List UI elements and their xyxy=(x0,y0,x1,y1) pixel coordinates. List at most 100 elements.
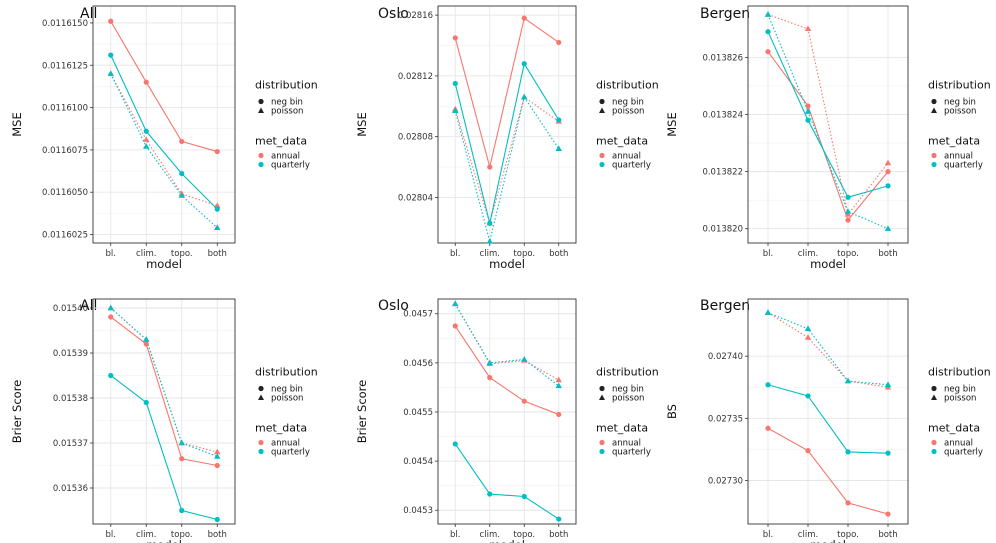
legend-label-quarterly: quarterly xyxy=(271,161,310,171)
chart-panel-3: Bergen 0.013820 0.013822 0.013824 0.013826 bl… xyxy=(665,5,991,271)
data-point-triangle xyxy=(107,70,114,76)
series-line-neg-bin-quarterly xyxy=(454,443,560,520)
y-tick-label: 0.0116025 xyxy=(42,231,88,241)
data-point-triangle xyxy=(844,208,852,214)
data-point-triangle xyxy=(884,159,892,166)
legend-label-neg-bin: neg bin xyxy=(612,385,644,395)
legend-key-quarterly xyxy=(599,161,605,168)
series-line-poisson-annual xyxy=(454,303,560,381)
legend-title-distribution: distribution xyxy=(928,79,991,92)
data-point-circle xyxy=(487,491,493,497)
y-tick-label: 0.02812 xyxy=(398,72,433,82)
data-point-circle xyxy=(179,507,185,514)
x-tick-label: topo. xyxy=(837,249,859,259)
legend-key-triangle xyxy=(599,394,605,400)
data-point-triangle xyxy=(555,145,562,152)
legend-title-met-data: met_data xyxy=(596,135,648,148)
legend-key-quarterly xyxy=(599,448,605,455)
x-tick-label: bl. xyxy=(450,530,460,540)
data-point-circle xyxy=(521,61,527,67)
data-point-circle xyxy=(521,493,527,500)
data-point-circle xyxy=(214,516,220,523)
data-point-circle xyxy=(143,128,149,134)
data-point-triangle xyxy=(452,107,459,114)
panel-title: Bergen xyxy=(700,6,750,22)
legend-label-neg-bin: neg bin xyxy=(271,98,303,108)
panel-title: Oslo xyxy=(378,298,409,314)
legend-key-triangle xyxy=(931,394,937,400)
data-point-triangle xyxy=(804,334,812,340)
panel-title: Bergen xyxy=(700,298,750,314)
series-line-neg-bin-annual xyxy=(454,17,560,168)
data-point-circle xyxy=(143,399,149,406)
x-tick-label: topo. xyxy=(513,530,535,540)
series-line-neg-bin-quarterly xyxy=(767,31,889,198)
legend-label-poisson: poisson xyxy=(271,394,303,404)
series-line-poisson-quarterly xyxy=(454,303,560,387)
legend-label-poisson: poisson xyxy=(612,107,644,117)
x-axis-label: model xyxy=(146,538,182,543)
data-point-triangle xyxy=(214,453,221,459)
x-tick-label: both xyxy=(878,530,897,540)
data-point-triangle xyxy=(214,202,221,208)
data-point-circle xyxy=(214,148,220,155)
y-tick-label: 0.0116125 xyxy=(42,61,88,71)
y-tick-label: 0.0455 xyxy=(403,408,433,418)
data-point-circle xyxy=(143,341,149,347)
x-tick-label: both xyxy=(208,249,227,259)
y-axis-label: BS xyxy=(665,404,679,419)
y-tick-label: 0.013822 xyxy=(702,168,743,178)
data-point-circle xyxy=(179,456,185,462)
data-point-triangle xyxy=(764,309,772,315)
x-axis-label: model xyxy=(810,257,846,271)
data-point-circle xyxy=(214,206,220,212)
y-tick-label: 0.02735 xyxy=(708,414,743,424)
data-point-circle xyxy=(452,441,458,447)
y-tick-label: 0.0453 xyxy=(403,506,433,516)
y-axis-label: Brier Score xyxy=(355,380,369,443)
legend-title-met-data: met_data xyxy=(255,135,307,148)
series-line-neg-bin-annual xyxy=(767,427,889,515)
y-tick-label: 0.02740 xyxy=(708,352,743,362)
legend-label-annual: annual xyxy=(612,439,641,449)
chart-panel-1: All0.01160250.01160500.01160750.01161000… xyxy=(10,5,318,271)
y-tick-label: 0.01536 xyxy=(53,484,88,494)
legend-label-poisson: poisson xyxy=(271,107,303,117)
data-point-circle xyxy=(556,39,562,46)
data-point-circle xyxy=(108,372,114,379)
series-line-neg-bin-annual xyxy=(110,316,218,467)
y-axis-label: MSE xyxy=(10,112,24,137)
legend-title-distribution: distribution xyxy=(596,79,659,92)
legend-key-circle xyxy=(258,385,264,392)
y-tick-label: 0.0116100 xyxy=(42,104,88,114)
data-point-circle xyxy=(845,217,851,223)
data-point-triangle xyxy=(143,136,150,142)
data-point-triangle xyxy=(452,300,459,307)
chart-panel-2: Oslo 0.02804 0.02808 0.02812 0.02816 bl. clim.… xyxy=(355,5,659,271)
legend-label-quarterly: quarterly xyxy=(271,448,310,458)
y-axis-label: MSE xyxy=(665,112,679,137)
x-tick-label: both xyxy=(208,530,227,540)
legend-key-annual xyxy=(599,152,605,159)
data-point-triangle xyxy=(486,359,493,366)
legend-label-annual: annual xyxy=(944,439,973,449)
legend-label-quarterly: quarterly xyxy=(612,161,651,171)
data-point-circle xyxy=(556,516,562,522)
data-point-circle xyxy=(845,449,851,455)
series-line-poisson-annual xyxy=(110,73,218,207)
legend-label-quarterly: quarterly xyxy=(944,161,983,171)
y-tick-label: 0.0456 xyxy=(403,359,433,369)
x-tick-label: bl. xyxy=(106,249,116,259)
y-tick-label: 0.0116050 xyxy=(42,188,88,198)
x-tick-label: bl. xyxy=(763,530,773,540)
data-point-triangle xyxy=(884,225,892,231)
data-point-circle xyxy=(885,511,891,517)
plot-frame xyxy=(747,5,909,244)
legend-key-annual xyxy=(931,152,937,159)
plot-frame xyxy=(437,5,577,244)
panel-title: Oslo xyxy=(378,6,409,22)
legend-label-poisson: poisson xyxy=(612,394,644,404)
x-tick-label: both xyxy=(549,530,568,540)
legend-label-poisson: poisson xyxy=(944,394,976,404)
